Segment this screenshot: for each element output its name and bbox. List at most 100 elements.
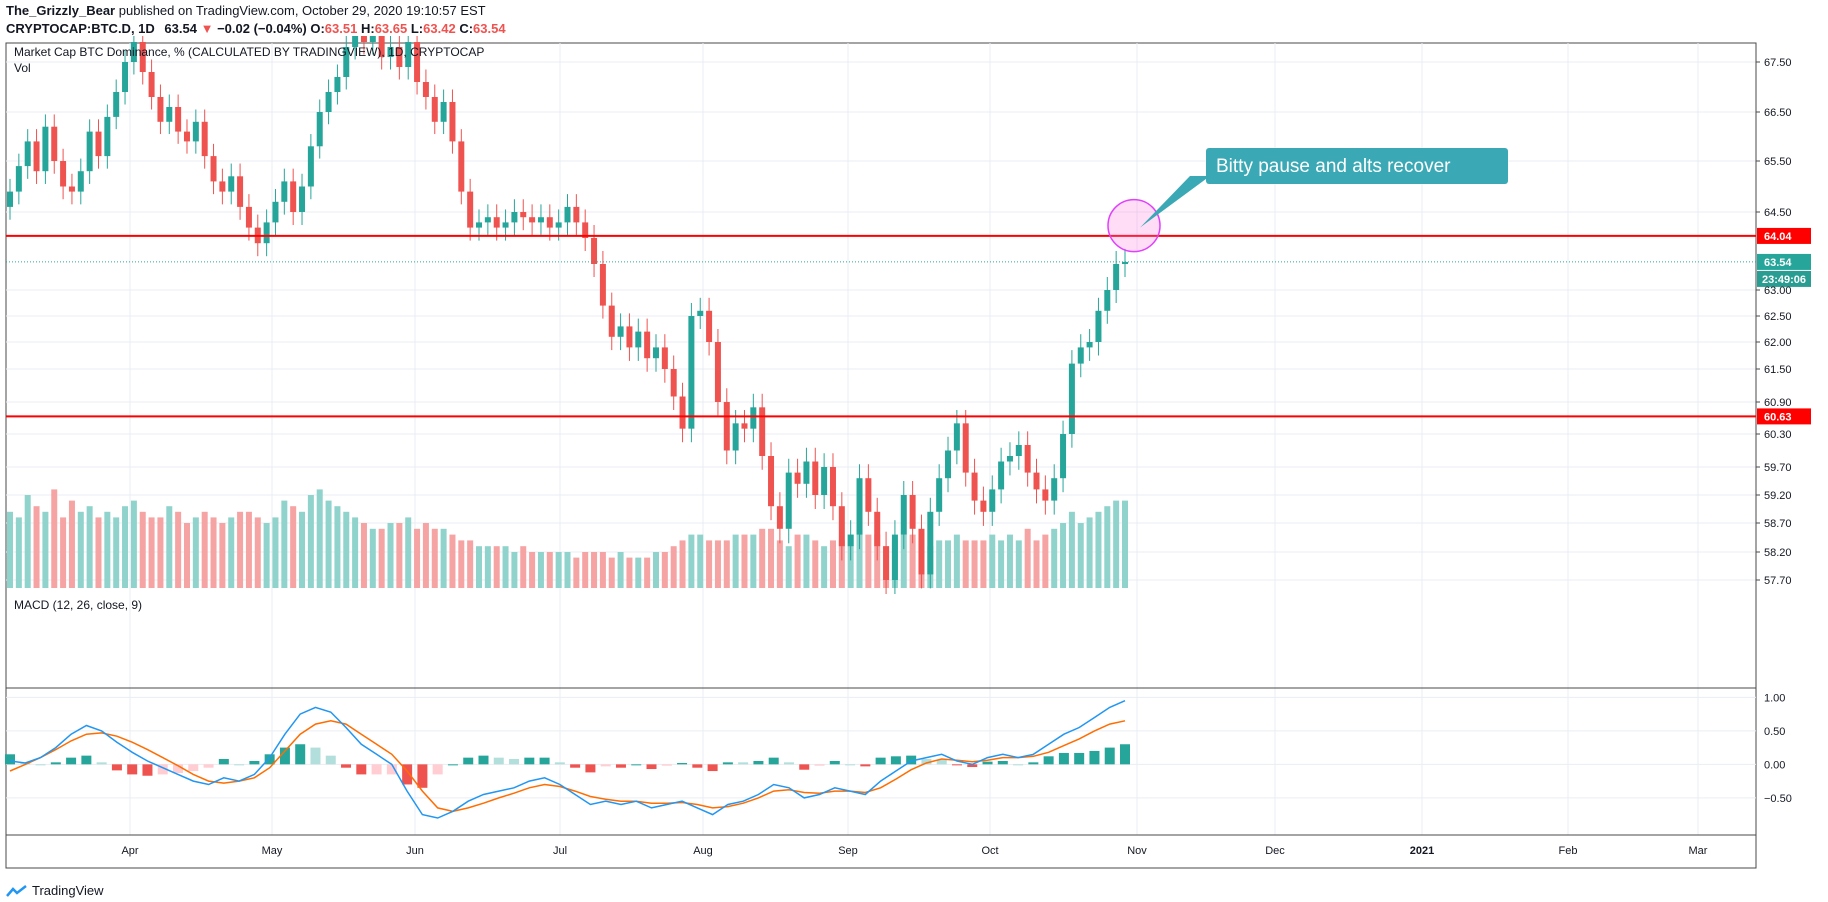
candle-body (1122, 261, 1128, 264)
macd-histogram-bar (585, 764, 596, 773)
candle-body (422, 82, 429, 97)
footer-brand[interactable]: TradingView (6, 883, 104, 898)
time-axis[interactable]: Apr May Jun Jul Aug Sep Oct Nov Dec 2021 Feb Mar (6, 834, 1756, 857)
macd-histogram-bar (615, 764, 626, 768)
candle-body (573, 206, 580, 223)
macd-title: MACD (12, 26, close, 9) (14, 598, 143, 612)
candle-body (1077, 347, 1084, 364)
volume-bar (945, 540, 952, 588)
volume-bar (1077, 523, 1084, 588)
candle-body (175, 107, 182, 132)
volume-bar (750, 534, 757, 588)
macd-histogram-bar (173, 764, 184, 774)
candle-body (1104, 290, 1111, 311)
volume-bar (794, 534, 801, 588)
open-value: 63.51 (324, 21, 358, 36)
candle-body (617, 326, 624, 337)
macd-line (9, 700, 1126, 819)
volume-bar (396, 523, 403, 588)
price-tick-label: 60.90 (1764, 397, 1792, 409)
hline-price-label: 64.04 (1764, 231, 1792, 243)
price-axis[interactable]: 67.50 66.50 65.50 64.50 63.00 62.50 62.00 61.50… (1756, 57, 1792, 587)
candle-body (24, 141, 31, 167)
candle-body (1015, 445, 1022, 456)
volume-bar (484, 546, 491, 588)
candle-body (183, 131, 190, 142)
volume-bar (714, 540, 721, 588)
candle-body (626, 326, 633, 348)
candle-body (599, 264, 606, 306)
candle-body (750, 407, 757, 429)
candle-body (635, 331, 642, 348)
macd-histogram-bar (1013, 764, 1024, 766)
low-value: 63.42 (423, 21, 456, 36)
macd-histogram-bar (295, 744, 306, 765)
candle-body (272, 201, 279, 223)
volume-bar (847, 534, 854, 588)
candle-body (821, 467, 828, 495)
macd-tick-label: 1.00 (1764, 692, 1785, 704)
volume-bar (520, 546, 527, 588)
price-tick-label: 63.00 (1764, 285, 1792, 297)
author-name[interactable]: The_Grizzly_Bear (6, 3, 116, 18)
macd-histogram-bar (967, 764, 978, 768)
price-tick-label: 59.20 (1764, 490, 1792, 502)
publish-info: The_Grizzly_Bear published on TradingVie… (6, 3, 486, 18)
macd-histogram-bar (661, 764, 672, 766)
candle-body (60, 161, 67, 187)
volume-bar (387, 523, 394, 588)
annotation[interactable]: Bitty pause and alts recover (1107, 148, 1508, 253)
macd-histogram-bar (35, 764, 46, 766)
volume-bar (219, 523, 226, 588)
candle-body (714, 342, 721, 402)
macd-histogram-bar (371, 764, 382, 775)
volume-bar (352, 517, 359, 588)
candle-body (546, 217, 553, 228)
volume-bar (290, 506, 297, 588)
candle-body (555, 222, 562, 228)
volume-bar (422, 523, 429, 588)
macd-histogram-bar (96, 762, 107, 765)
high-label: H: (360, 21, 375, 36)
volume-bar (1042, 534, 1049, 588)
candle-body (520, 212, 527, 218)
volume-bar (113, 517, 120, 588)
candle-body (360, 36, 367, 42)
macd-histogram-bar (753, 761, 764, 765)
volume-bar (1024, 528, 1031, 588)
candle-body (564, 206, 571, 223)
change-down-icon: ▼ (200, 21, 214, 36)
candle-body (1024, 445, 1031, 473)
candle-body (759, 407, 766, 456)
macd-histogram-bar (982, 761, 993, 765)
candle-body (697, 310, 704, 316)
candle-body (706, 310, 713, 342)
candle-body (396, 47, 403, 67)
candle-body (582, 222, 589, 238)
volume-bar (210, 517, 217, 588)
macd-histogram-bar (66, 757, 77, 765)
price-tick-label: 59.70 (1764, 462, 1792, 474)
volume-bar (183, 523, 190, 588)
volume-bar (838, 540, 845, 588)
candle-body (865, 478, 872, 512)
macd-histogram-bar (890, 756, 901, 765)
candle-body (299, 186, 306, 212)
volume-bar (272, 517, 279, 588)
volume-bar (378, 528, 385, 588)
volume-bar (564, 552, 571, 588)
open-label: O: (310, 21, 325, 36)
volume-bar (476, 546, 483, 588)
macd-histogram-bar (203, 764, 214, 768)
horizontal-lines[interactable]: 64.04 60.63 63.54 23:49:06 (6, 227, 1811, 425)
volume-bar (299, 511, 306, 588)
volume-bar (529, 552, 536, 588)
last-price: 63.54 (164, 21, 197, 36)
macd-histogram-bar (1120, 744, 1130, 765)
candle-body (369, 36, 376, 42)
volume-bar (104, 511, 111, 588)
volume-bar (316, 489, 323, 588)
candle-body (7, 191, 13, 207)
volume-bar (86, 506, 93, 588)
